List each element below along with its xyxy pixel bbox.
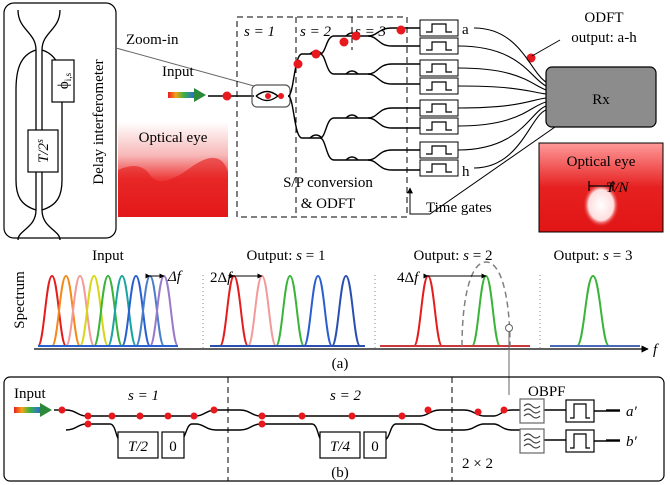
output-s3-spectrum (550, 274, 640, 347)
sp-conversion-label: S/P conversion (283, 175, 373, 191)
out-a-prime-label: a′ (626, 404, 638, 420)
bottom-panel (3, 376, 665, 482)
bottom-input-gradient (14, 407, 40, 413)
odft-output-label-2: output: a-h (571, 30, 637, 46)
zero2-label: 0 (371, 439, 379, 455)
odft-output-label-1: ODFT (584, 10, 623, 26)
bottom-red-dots (58, 406, 508, 428)
odft-label: & ODFT (301, 196, 356, 212)
gate-a-prime (565, 399, 595, 423)
top-stage2-label: s = 2 (300, 24, 331, 40)
two-by-two-label: 2 × 2 (462, 456, 493, 472)
df-label: Δf (167, 269, 183, 285)
feedback-arrow (407, 126, 556, 215)
zoom-in-label: Zoom-in (126, 32, 179, 48)
spectrum-input-title: Input (92, 248, 124, 264)
t4-label: T/4 (330, 439, 351, 455)
gate-a-label: a (462, 22, 469, 38)
spectrum-out2-title: Output: s = 2 (414, 248, 493, 264)
bottom-stage1-label: s = 1 (128, 388, 159, 404)
gate-b-prime (565, 429, 595, 453)
time-gates: a h (419, 19, 470, 180)
output-s1-spectrum (210, 274, 365, 347)
spectrum-axis-label: Spectrum (12, 271, 28, 329)
tn-label: T/N (606, 180, 630, 196)
df4-label: 4Δf (397, 270, 420, 286)
phase-label: ϕi,s (56, 72, 73, 89)
delay-interferometer-label: Delay interferometer (91, 59, 107, 184)
svg-text:Optical eye: Optical eye (139, 130, 208, 146)
svg-text:Optical eye: Optical eye (567, 154, 636, 170)
rx-box (545, 66, 657, 128)
waveguide-tree (208, 27, 420, 171)
top-stage1-label: s = 1 (244, 24, 275, 40)
obpf-dashed-curve (461, 261, 511, 347)
top-input-gradient (168, 92, 194, 98)
bottom-stage2-waveguides (239, 409, 464, 441)
top-input-label: Input (162, 64, 194, 80)
zoom-in-line (115, 47, 255, 87)
top-input-arrow (194, 88, 206, 102)
phase-box (51, 59, 75, 103)
out-b-prime-label: b′ (626, 434, 638, 450)
sp-conversion-box (236, 16, 408, 218)
time-gates-label: Time gates (426, 200, 492, 216)
gate-h-label: h (462, 164, 470, 180)
gate-to-rx-lines (457, 27, 547, 169)
input-spectrum (37, 274, 179, 347)
zero1-label: 0 (169, 439, 177, 455)
rx-label: Rx (592, 92, 610, 108)
top-red-dots (222, 25, 536, 101)
delay-box (27, 129, 59, 173)
optical-eye-right: Optical eye T/N (538, 142, 664, 233)
delay-label: T/2s (35, 139, 52, 163)
df2-label: 2Δf (210, 270, 233, 286)
frequency-axis-label: f (653, 342, 659, 358)
bottom-input-label: Input (14, 386, 46, 402)
caption-a: (a) (332, 356, 349, 372)
caption-b: (b) (331, 465, 349, 481)
t2-label: T/2 (128, 439, 149, 455)
output-s2-spectrum (380, 274, 530, 347)
delay-interferometer-inset: T/2s ϕi,s Delay interferometer (3, 2, 117, 241)
obpf-label: OBPF (528, 384, 566, 400)
spectrum-out1-title: Output: s = 1 (247, 248, 326, 264)
optical-eye-left: Optical eye (118, 122, 228, 217)
bottom-stage2-label: s = 2 (330, 388, 361, 404)
spectrum-out3-title: Output: s = 3 (554, 248, 633, 264)
